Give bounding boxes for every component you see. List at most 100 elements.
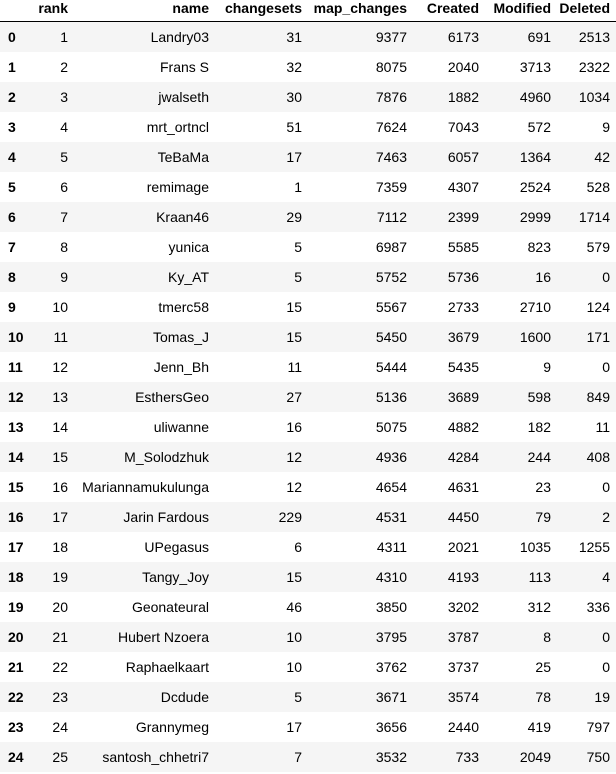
name-cell: Ky_AT xyxy=(168,269,209,285)
map-changes-cell: 4936 xyxy=(375,449,407,465)
index-cell: 9 xyxy=(8,299,16,315)
modified-cell: 572 xyxy=(527,119,551,135)
name-cell: Landry03 xyxy=(150,29,209,45)
name-cell: Kraan46 xyxy=(156,209,209,225)
deleted-cell: 0 xyxy=(602,659,610,675)
created-cell: 3679 xyxy=(447,329,479,345)
changesets-cell: 46 xyxy=(286,599,302,615)
rank-cell: 25 xyxy=(52,749,68,765)
map-changes-cell: 5752 xyxy=(375,269,407,285)
index-cell: 14 xyxy=(8,449,24,465)
map-changes-cell: 7112 xyxy=(376,209,407,225)
changesets-cell: 5 xyxy=(294,239,302,255)
map-changes-cell: 5136 xyxy=(375,389,407,405)
created-cell: 3202 xyxy=(447,599,479,615)
changesets-cell: 15 xyxy=(286,569,302,585)
deleted-cell: 336 xyxy=(586,599,610,615)
name-cell: TeBaMa xyxy=(157,149,209,165)
index-cell: 21 xyxy=(8,659,24,675)
name-cell: M_Solodzhuk xyxy=(124,449,209,465)
created-cell: 2399 xyxy=(447,209,479,225)
map-changes-cell: 5567 xyxy=(375,299,407,315)
name-cell: Grannymeg xyxy=(135,719,209,735)
changesets-cell: 29 xyxy=(286,209,302,225)
index-cell: 15 xyxy=(8,479,24,495)
deleted-cell: 42 xyxy=(594,149,610,165)
modified-cell: 1035 xyxy=(519,539,551,555)
created-cell: 5435 xyxy=(447,359,479,375)
table-row: 9 10 tmerc58 15 5567 2733 2710 124 xyxy=(0,292,616,322)
map-changes-cell: 5075 xyxy=(375,419,407,435)
name-cell: Geonateural xyxy=(131,599,209,615)
created-cell: 6173 xyxy=(447,29,479,45)
modified-cell: 823 xyxy=(527,239,551,255)
table-row: 15 16 Mariannamukulunga 12 4654 4631 23 0 xyxy=(0,472,616,502)
name-cell: jwalseth xyxy=(158,89,209,105)
rank-cell: 3 xyxy=(60,89,68,105)
rank-cell: 2 xyxy=(60,59,68,75)
rank-cell: 10 xyxy=(52,299,68,315)
modified-cell: 2049 xyxy=(519,749,551,765)
created-cell: 5736 xyxy=(447,269,479,285)
index-cell: 20 xyxy=(8,629,24,645)
created-cell: 3737 xyxy=(447,659,479,675)
table-row: 23 24 Grannymeg 17 3656 2440 419 797 xyxy=(0,712,616,742)
modified-cell: 8 xyxy=(543,629,551,645)
map-changes-cell: 7876 xyxy=(375,89,407,105)
map-changes-cell: 3532 xyxy=(375,749,407,765)
rank-cell: 21 xyxy=(52,629,68,645)
name-cell: Frans S xyxy=(159,59,209,75)
created-cell: 6057 xyxy=(447,149,479,165)
created-cell: 4631 xyxy=(447,479,479,495)
table-row: 6 7 Kraan46 29 7112 2399 2999 1714 xyxy=(0,202,616,232)
deleted-cell: 1034 xyxy=(578,89,610,105)
created-cell: 7043 xyxy=(447,119,479,135)
changesets-cell: 32 xyxy=(286,59,302,75)
name-cell: yunica xyxy=(168,239,209,255)
deleted-cell: 750 xyxy=(586,749,610,765)
map-changes-cell: 3656 xyxy=(375,719,407,735)
changesets-cell: 15 xyxy=(286,329,302,345)
changesets-cell: 229 xyxy=(278,509,302,525)
name-cell: UPegasus xyxy=(144,539,209,555)
created-cell: 3574 xyxy=(447,689,479,705)
changesets-cell: 10 xyxy=(286,629,302,645)
table-row: 7 8 yunica 5 6987 5585 823 579 xyxy=(0,232,616,262)
index-cell: 18 xyxy=(8,569,24,585)
changesets-cell: 11 xyxy=(287,359,302,375)
changesets-cell: 17 xyxy=(286,719,302,735)
name-cell: Jarin Fardous xyxy=(123,509,209,525)
deleted-cell: 408 xyxy=(586,449,610,465)
rank-cell: 18 xyxy=(52,539,68,555)
table-row: 2 3 jwalseth 30 7876 1882 4960 1034 xyxy=(0,82,616,112)
index-cell: 11 xyxy=(8,359,23,375)
deleted-cell: 171 xyxy=(586,329,610,345)
map-changes-cell: 7359 xyxy=(375,179,407,195)
created-cell: 4307 xyxy=(447,179,479,195)
rank-cell: 23 xyxy=(52,689,68,705)
created-cell: 2040 xyxy=(447,59,479,75)
index-cell: 4 xyxy=(8,149,16,165)
table-row: 22 23 Dcdude 5 3671 3574 78 19 xyxy=(0,682,616,712)
table-row: 10 11 Tomas_J 15 5450 3679 1600 171 xyxy=(0,322,616,352)
deleted-cell: 528 xyxy=(586,179,610,195)
rank-cell: 17 xyxy=(52,509,68,525)
created-cell: 5585 xyxy=(447,239,479,255)
deleted-cell: 797 xyxy=(586,719,610,735)
name-cell: Tangy_Joy xyxy=(142,569,209,585)
map-changes-cell: 4311 xyxy=(376,539,407,555)
column-header-rank: rank xyxy=(30,0,74,22)
index-header xyxy=(0,0,30,22)
modified-cell: 1600 xyxy=(519,329,551,345)
created-cell: 1882 xyxy=(447,89,479,105)
rank-cell: 4 xyxy=(60,119,68,135)
changesets-cell: 6 xyxy=(294,539,302,555)
modified-cell: 182 xyxy=(527,419,551,435)
created-cell: 4882 xyxy=(447,419,479,435)
deleted-cell: 124 xyxy=(586,299,610,315)
deleted-cell: 9 xyxy=(602,119,610,135)
rank-cell: 8 xyxy=(60,239,68,255)
index-cell: 24 xyxy=(8,749,24,765)
name-cell: Mariannamukulunga xyxy=(82,479,209,495)
rank-cell: 14 xyxy=(52,419,68,435)
